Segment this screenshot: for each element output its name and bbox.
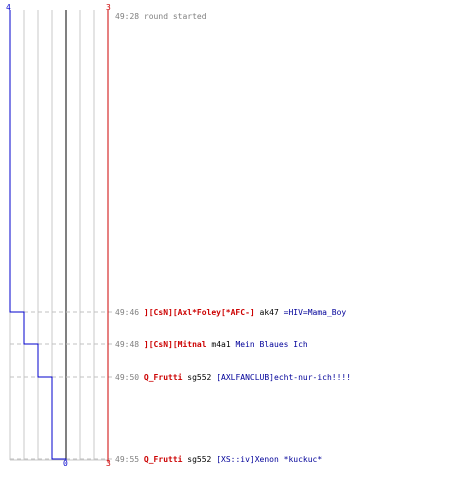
kill-event-row: 49:50 Q_Frutti sg552 [AXLFANCLUB]echt-nu… xyxy=(115,373,351,382)
victim-name: [XS::iv]Xenon *kuckuc* xyxy=(216,455,323,464)
kill-event-row: 49:55 Q_Frutti sg552 [XS::iv]Xenon *kuck… xyxy=(115,455,322,464)
round-start-text: round started xyxy=(143,12,207,21)
weapon-name: m4a1 xyxy=(211,340,231,349)
weapon-name: sg552 xyxy=(187,373,212,382)
victim-name: Mein Blaues Ich xyxy=(235,340,308,349)
killer-name: Q_Frutti xyxy=(143,455,183,464)
kill-time: 49:46 xyxy=(115,308,140,317)
red-start-count: 3 xyxy=(106,3,111,12)
blue-start-count: 4 xyxy=(6,3,11,12)
round-start-line: 49:28 round started xyxy=(115,12,207,21)
kill-time: 49:55 xyxy=(115,455,140,464)
victim-name: [AXLFANCLUB]echt-nur-ich!!!! xyxy=(216,373,352,382)
victim-name: =HIV=Mama_Boy xyxy=(283,308,347,317)
weapon-name: ak47 xyxy=(259,308,279,317)
killer-name: ][CsN][Axl*Foley[*AFC-] xyxy=(143,308,255,317)
blue-end-count: 0 xyxy=(63,459,68,468)
kill-event-row: 49:46 ][CsN][Axl*Foley[*AFC-] ak47 =HIV=… xyxy=(115,308,346,317)
round-start-time: 49:28 xyxy=(115,12,140,21)
killer-name: ][CsN][Mitnal xyxy=(143,340,207,349)
weapon-name: sg552 xyxy=(187,455,212,464)
kill-event-row: 49:48 ][CsN][Mitnal m4a1 Mein Blaues Ich xyxy=(115,340,308,349)
killer-name: Q_Frutti xyxy=(143,373,183,382)
red-end-count: 3 xyxy=(106,459,111,468)
kill-time: 49:50 xyxy=(115,373,140,382)
kill-time: 49:48 xyxy=(115,340,140,349)
blue-team-line xyxy=(9,10,67,460)
